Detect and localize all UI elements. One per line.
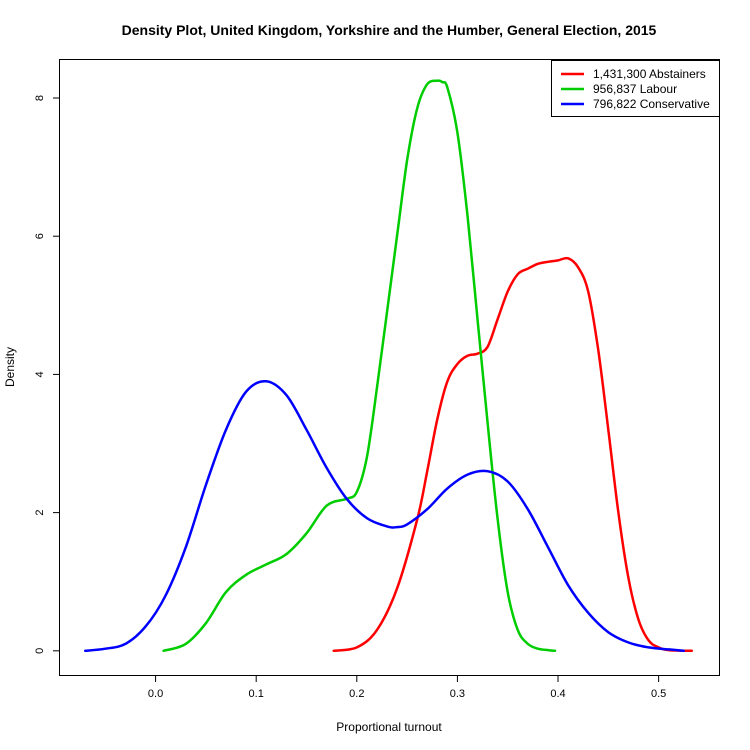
y-tick-label: 2 bbox=[34, 510, 46, 516]
x-tick-label: 0.0 bbox=[148, 688, 163, 700]
series-line-1 bbox=[162, 79, 557, 653]
series-line-2 bbox=[83, 379, 686, 653]
y-tick-label: 0 bbox=[34, 648, 46, 654]
chart-title: Density Plot, United Kingdom, Yorkshire … bbox=[122, 22, 657, 38]
legend-label: 1,431,300 Abstainers bbox=[593, 67, 706, 81]
x-tick-label: 0.2 bbox=[349, 688, 364, 700]
series-lines bbox=[83, 79, 694, 653]
y-axis-label: Density bbox=[3, 347, 17, 387]
x-axis-label: Proportional turnout bbox=[336, 720, 442, 734]
y-tick-label: 4 bbox=[34, 371, 46, 377]
legend-label: 956,837 Labour bbox=[593, 82, 677, 96]
x-tick-label: 0.1 bbox=[249, 688, 264, 700]
y-tick-label: 6 bbox=[34, 233, 46, 239]
series-line-0 bbox=[332, 256, 694, 653]
x-tick-label: 0.3 bbox=[450, 688, 465, 700]
axes: 0.0 0.1 0.2 0.3 0.4 0.5 0 2 4 6 8 bbox=[34, 95, 666, 700]
x-tick-label: 0.4 bbox=[550, 688, 565, 700]
x-tick-label: 0.5 bbox=[651, 688, 666, 700]
legend-label: 796,822 Conservative bbox=[593, 97, 710, 111]
y-tick-label: 8 bbox=[34, 95, 46, 101]
